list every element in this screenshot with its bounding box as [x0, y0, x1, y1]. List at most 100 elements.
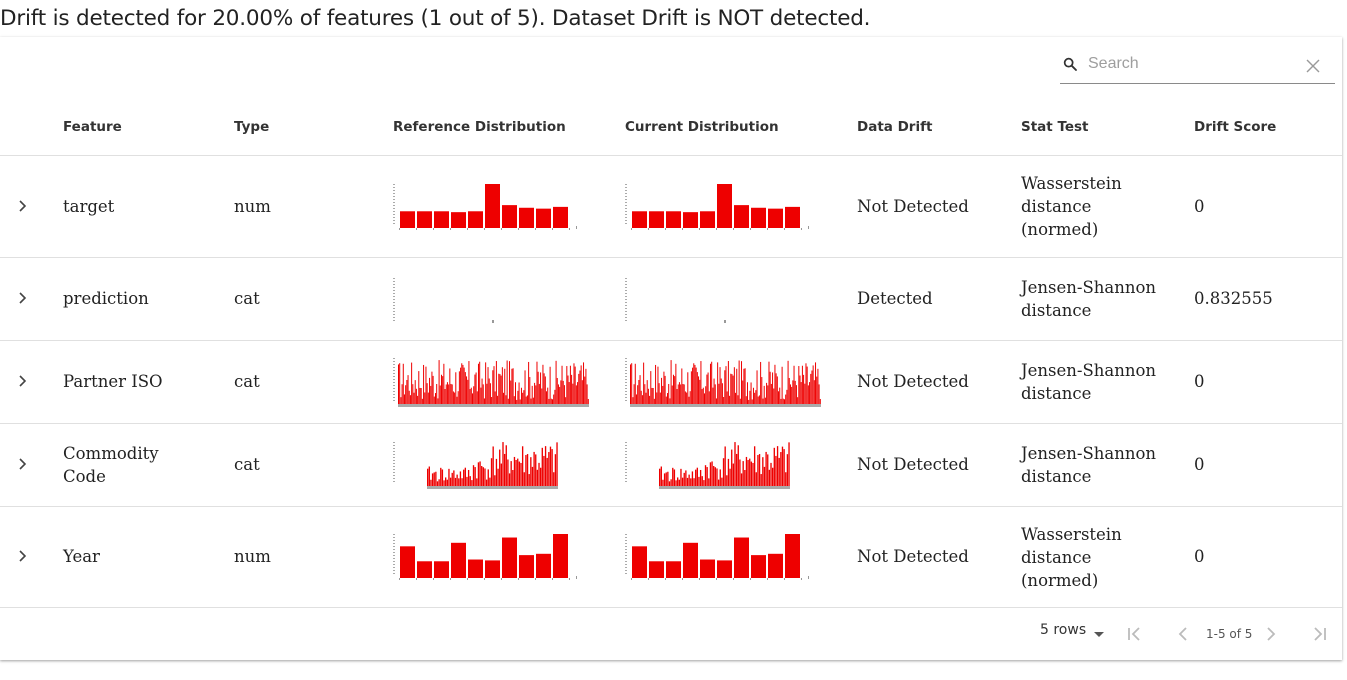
histogram-bar	[429, 377, 431, 404]
reference-distribution-chart	[393, 358, 589, 407]
histogram-bar	[767, 385, 769, 404]
histogram-bar	[417, 395, 419, 404]
prev-page-icon[interactable]	[1174, 625, 1192, 643]
header-stat-test[interactable]: Stat Test	[1021, 119, 1089, 135]
chevron-down-icon[interactable]	[1093, 630, 1105, 638]
divider	[0, 607, 1342, 608]
x-axis-tick	[801, 578, 802, 580]
clear-search-icon[interactable]	[1306, 59, 1320, 73]
histogram-bar	[815, 362, 817, 404]
histogram-bar	[783, 399, 785, 404]
histogram-bar	[724, 446, 726, 486]
rows-per-page-select[interactable]: 5 rows	[1040, 622, 1086, 638]
histogram-bar	[473, 386, 475, 404]
histogram-bar	[557, 384, 559, 404]
x-axis-tick	[467, 228, 468, 230]
expand-row-icon[interactable]	[14, 548, 30, 564]
histogram-bar	[567, 375, 569, 404]
histogram-bar	[511, 368, 513, 404]
histogram-bar	[645, 392, 647, 404]
expand-row-icon[interactable]	[14, 198, 30, 214]
histogram-bar	[460, 367, 462, 404]
histogram-bar	[786, 389, 788, 404]
search-box[interactable]	[1060, 47, 1335, 84]
histogram-bar	[505, 445, 507, 486]
header-data-drift[interactable]: Data Drift	[857, 119, 933, 135]
x-axis-tick	[682, 228, 683, 230]
x-axis-tick	[665, 228, 666, 230]
histogram-bar	[660, 466, 662, 486]
histogram-bar	[423, 364, 425, 404]
histogram-bar	[467, 469, 470, 486]
histogram-bar	[704, 465, 707, 486]
histogram-bar	[678, 479, 680, 486]
expand-row-icon[interactable]	[14, 456, 30, 472]
histogram-bar	[767, 454, 769, 486]
histogram-bar	[761, 377, 763, 404]
histogram-bar	[707, 372, 709, 404]
histogram-bar	[502, 205, 517, 228]
expand-row-icon[interactable]	[14, 290, 30, 306]
last-page-icon[interactable]	[1310, 625, 1328, 643]
histogram-bar	[417, 211, 432, 228]
histogram-bar	[819, 398, 821, 404]
expand-row-icon[interactable]	[14, 373, 30, 389]
histogram-bar	[476, 478, 478, 486]
histogram-bar	[706, 374, 708, 404]
header-drift-score[interactable]: Drift Score	[1194, 119, 1277, 135]
histogram-bar	[524, 370, 526, 404]
histogram-bar	[573, 363, 575, 404]
histogram-bar	[734, 205, 749, 228]
histogram-bar	[725, 366, 727, 404]
histogram-bar	[683, 384, 685, 404]
histogram-bar	[684, 391, 686, 404]
histogram-bar	[692, 367, 694, 404]
next-page-icon[interactable]	[1262, 625, 1280, 643]
histogram-bar	[483, 398, 485, 404]
histogram-bar	[494, 391, 496, 404]
histogram-bar	[675, 363, 677, 404]
search-input[interactable]	[1088, 55, 1298, 73]
histogram-bar	[553, 206, 568, 228]
histogram-bar	[485, 479, 488, 486]
x-axis-tick	[733, 228, 734, 230]
histogram-bar	[638, 379, 640, 404]
x-axis-baseline	[630, 404, 821, 407]
histogram-bar	[454, 392, 456, 404]
histogram-bar	[686, 392, 688, 404]
histogram-bar	[691, 471, 694, 486]
histogram-bar	[444, 389, 446, 404]
x-axis-tick	[631, 578, 632, 580]
histogram-bar	[775, 455, 777, 486]
histogram-bar	[713, 466, 715, 486]
histogram-bar	[519, 207, 534, 228]
feature-type: cat	[234, 455, 260, 474]
histogram-bar	[750, 382, 752, 404]
histogram-bar	[568, 382, 570, 404]
histogram-bar	[485, 560, 500, 578]
drift-summary: Drift is detected for 20.00% of features…	[0, 6, 871, 31]
histogram-bar	[714, 384, 716, 404]
histogram-bar	[721, 477, 723, 486]
histogram-bar	[454, 477, 457, 486]
first-page-icon[interactable]	[1126, 625, 1144, 643]
header-type[interactable]: Type	[234, 119, 270, 135]
histogram-bar	[758, 395, 760, 404]
histogram-bar	[785, 472, 787, 486]
histogram-bar	[687, 372, 689, 404]
histogram-bar	[466, 376, 468, 404]
histogram-bar	[528, 361, 530, 404]
histogram-bar	[494, 475, 496, 486]
header-feature[interactable]: Feature	[63, 119, 122, 135]
histogram-bar	[735, 453, 738, 486]
stat-test: Jensen-Shannon distance	[1021, 278, 1157, 320]
histogram-bar	[632, 546, 647, 578]
histogram-bar	[709, 363, 711, 404]
histogram-bar	[788, 377, 790, 404]
histogram-bar	[755, 472, 757, 486]
histogram-bar	[553, 472, 555, 486]
drift-status: Not Detected	[857, 372, 969, 391]
feature-name: Commodity Code	[63, 444, 159, 486]
histogram-bar	[659, 392, 661, 404]
histogram-bar	[502, 442, 504, 486]
